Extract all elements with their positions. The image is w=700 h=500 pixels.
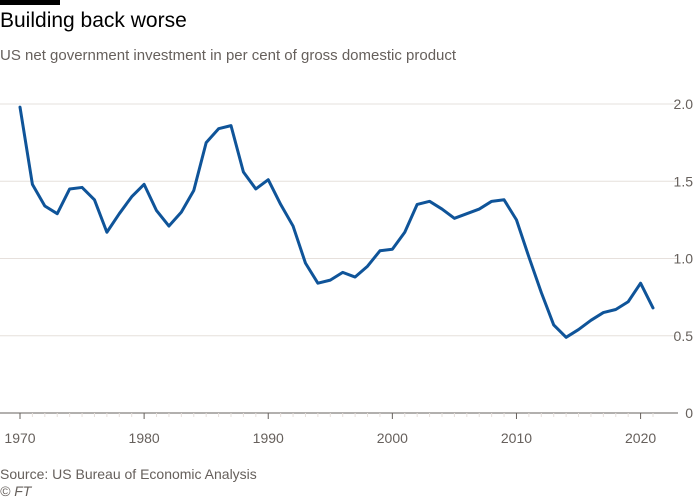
x-tick-label: 1990 [253,430,284,446]
chart-title: Building back worse [0,9,187,32]
y-tick-label: 0.5 [674,328,694,344]
line-chart: 0 0.5 1.0 1.5 2.0 1970 1980 1990 2000 2010 2020 [0,96,694,446]
y-tick-label: 1.0 [674,251,694,267]
y-tick-label: 1.5 [674,173,694,189]
brand-bar [0,0,60,5]
y-tick-label: 0 [685,405,693,421]
x-tick-label: 1980 [129,430,160,446]
x-tick-label: 2020 [625,430,656,446]
x-tick-label: 2010 [501,430,532,446]
chart-subtitle: US net government investment in per cent… [0,47,457,64]
x-tick-label: 1970 [4,430,35,446]
source-note: Source: US Bureau of Economic Analysis [0,466,257,482]
y-tick-label: 2.0 [674,96,694,112]
copyright-note: © FT [0,483,32,499]
x-tick-label: 2000 [377,430,408,446]
series-line [18,105,655,339]
